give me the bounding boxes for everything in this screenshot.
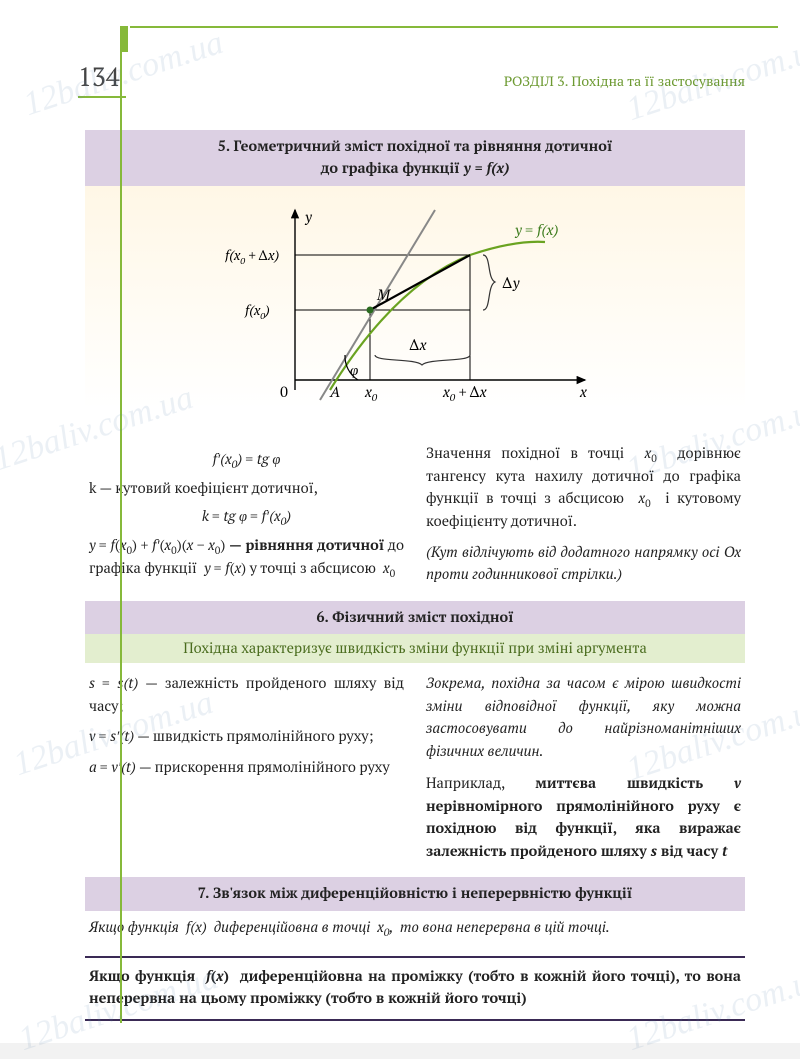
page: 134 РОЗДІЛ 3. Похідна та її застосування… [0, 0, 800, 1043]
section5-right: Значення похідної в точці x0 дорівнює та… [426, 443, 741, 587]
s6l-1a: s = s(t) [89, 674, 138, 693]
section6-right: Зокрема, похідна за часом є мірою швидко… [426, 673, 741, 863]
x-axis-label: x [579, 382, 587, 402]
s6l-3a: a = v′(t) [89, 758, 136, 777]
section5-title-line1: 5. Геометричний зміст похідної та рівнян… [95, 136, 735, 158]
formula-k: k = tg φ = f′(x0) [89, 506, 404, 529]
s6r-p2a: Наприклад, [426, 774, 535, 793]
s6l-2b: — швидкість прямолінійного руху; [134, 727, 373, 746]
label-dy: Δy [502, 273, 521, 293]
s6l-3: a = v′(t) — прискорення прямолінійного р… [89, 757, 404, 779]
formula-fprime: f′(x0) = tg φ [89, 449, 404, 472]
label-A: A [329, 382, 340, 402]
figure-wrap: y x 0 A x0 x0 + Δx M φ f(x0 + Δx) f(x0) … [85, 186, 745, 433]
s5r-p1: Значення похідної в точці x0 дорівнює та… [426, 443, 741, 534]
section6-left: s = s(t) — залежність пройденого шляху в… [89, 673, 404, 863]
section5-left: f′(x0) = tg φ k — кутовий коефіцієнт дот… [89, 443, 404, 587]
s5l-p1: k — кутовий коефіцієнт дотичної, [89, 478, 404, 500]
section5-title-line2: до графіка функції y = f(x) [95, 158, 735, 180]
label-x0: x0 [364, 382, 378, 404]
s5l-p2: y = f(x0) + f′(x0)(x − x0) — рівняння до… [89, 535, 404, 581]
top-rule [130, 26, 778, 28]
section5-body: f′(x0) = tg φ k — кутовий коефіцієнт дот… [85, 433, 745, 601]
s6l-1: s = s(t) — залежність пройденого шляху в… [89, 673, 404, 718]
s5l-p2b: — рівняння дотичної [229, 536, 384, 555]
label-phi: φ [350, 360, 358, 380]
origin-label: 0 [280, 382, 288, 402]
label-M: M [376, 285, 392, 305]
s6l-3b: — прискорення прямолінійного руху [136, 758, 390, 777]
label-fx0dx: f(x0 + Δx) [225, 246, 279, 267]
y-axis-label: y [304, 207, 313, 227]
s5r-p2: (Кут відлічують від додатного напрямку о… [426, 542, 741, 587]
s6l-2a: v = s′(t) [89, 727, 134, 746]
section7-boxed: Якщо функція f(x) диференційовна на пром… [85, 956, 745, 1021]
s6r-p1: Зокрема, похідна за часом є мірою швидко… [426, 673, 741, 763]
section6-body: s = s(t) — залежність пройденого шляху в… [85, 663, 745, 877]
section6-header: 6. Фізичний зміст похідної [85, 601, 745, 635]
label-dx: Δx [409, 335, 427, 355]
section7-p1: Якщо функція f(x) диференційовна в точці… [85, 911, 745, 950]
section5-header: 5. Геометричний зміст похідної та рівнян… [85, 130, 745, 186]
side-rule [120, 26, 122, 1023]
geometric-derivative-diagram: y x 0 A x0 x0 + Δx M φ f(x0 + Δx) f(x0) … [225, 200, 605, 410]
section7-header: 7. Зв'язок між диференційовністю і непер… [85, 877, 745, 911]
chapter-title: РОЗДІЛ 3. Похідна та її застосування [504, 72, 745, 91]
label-curve: y = f(x) [514, 220, 559, 240]
label-fx0: f(x0) [244, 301, 270, 322]
section6-subtitle: Похідна характеризує швидкість зміни фун… [85, 634, 745, 663]
page-content: 5. Геометричний зміст похідної та рівнян… [85, 130, 745, 1021]
label-x0dx: x0 + Δx [442, 382, 487, 404]
page-number: 134 [78, 60, 126, 98]
s6l-2: v = s′(t) — швидкість прямолінійного рух… [89, 726, 404, 748]
s6r-p2: Наприклад, миттєва швидкість v нерівномі… [426, 773, 741, 863]
